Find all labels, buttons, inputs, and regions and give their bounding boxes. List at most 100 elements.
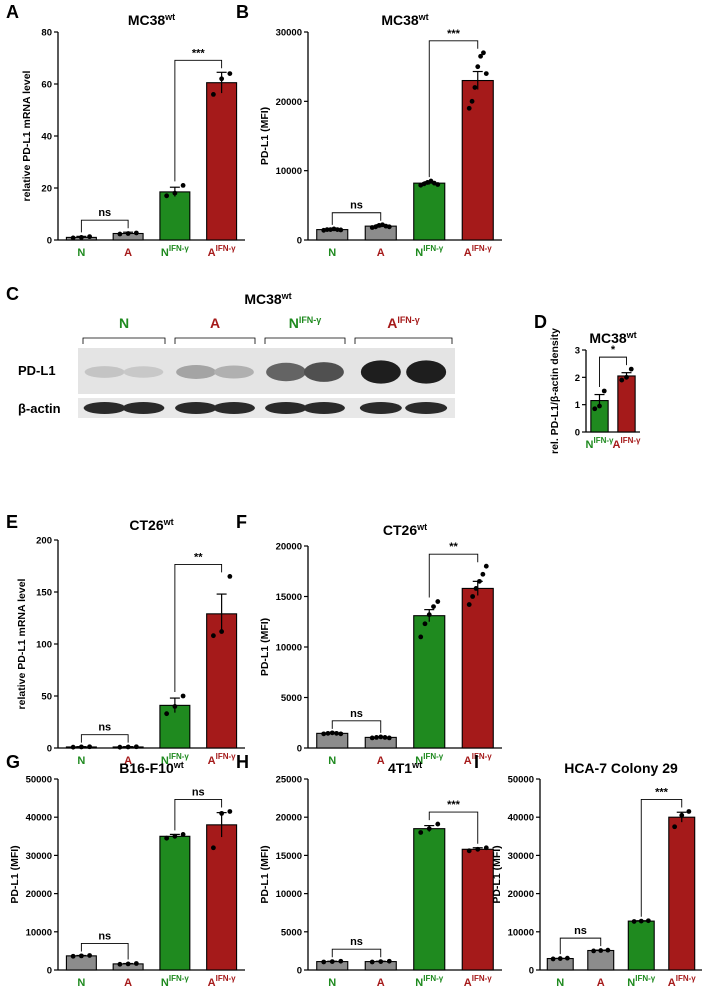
panel-letter: F: [236, 512, 247, 532]
chart-title: B16-F10wt: [119, 760, 183, 776]
y-tick-label: 50000: [26, 775, 52, 786]
significance-label: ***: [655, 786, 669, 798]
bar: [316, 732, 349, 749]
significance-label: *: [611, 344, 616, 356]
significance-label: ns: [574, 925, 587, 937]
y-axis-label: relative PD-L1 mRNA level: [16, 578, 28, 709]
data-point: [475, 846, 481, 852]
bar: [206, 824, 238, 971]
panel-letter: D: [534, 312, 547, 332]
y-axis-label: relative PD-L1 mRNA level: [21, 70, 33, 201]
pdl1-band: [123, 366, 164, 378]
data-point: [338, 731, 344, 737]
data-point: [125, 961, 131, 967]
data-point: [324, 227, 330, 233]
y-tick-label: 20000: [508, 889, 534, 900]
chart-panel-a: A MC38wt 0 20 40 60 80 relative PD-L1 mRNA leve…: [6, 2, 245, 259]
category-label: AIFN-γ: [464, 752, 493, 767]
data-point: [133, 961, 139, 966]
chart-panel-d: D MC38wt 0 1 2 3 rel. PD-L1/β-actin density NIF…: [534, 312, 641, 454]
data-point: [227, 809, 233, 814]
lane-group-bracket: [82, 337, 166, 344]
data-point: [386, 224, 392, 230]
actin-band: [405, 402, 448, 414]
category-label: A: [597, 977, 605, 989]
category-label: A: [124, 755, 132, 767]
significance-bracket: [640, 799, 683, 917]
significance-bracket: [174, 563, 223, 692]
data-point: [483, 845, 489, 851]
data-point: [325, 730, 331, 736]
data-point: [180, 183, 186, 188]
significance-label: ns: [98, 930, 111, 942]
data-point: [435, 599, 441, 604]
y-tick-label: 0: [529, 966, 534, 977]
category-label: AIFN-γ: [464, 244, 493, 259]
actin-band: [122, 402, 165, 414]
data-point: [466, 105, 472, 111]
category-label: NIFN-γ: [415, 974, 444, 989]
category-label: A: [124, 247, 132, 259]
data-point: [219, 810, 225, 816]
chart-panel-i: I HCA-7 Colony 29 0 10000 20000 30000 40000 500…: [474, 752, 702, 989]
significance-bracket: [599, 356, 627, 387]
data-point: [619, 377, 625, 383]
y-tick-label: 2: [575, 373, 580, 384]
pdl1-band: [213, 365, 254, 379]
data-point: [686, 809, 692, 814]
data-point: [227, 71, 233, 76]
data-point: [164, 193, 170, 199]
data-point: [172, 833, 178, 839]
y-tick-label: 10000: [508, 927, 534, 938]
category-label: A: [377, 755, 385, 767]
y-tick-label: 30000: [26, 851, 52, 862]
data-point: [172, 704, 178, 709]
data-point: [418, 634, 424, 640]
data-point: [210, 845, 216, 851]
chart-title: MC38wt: [589, 330, 636, 346]
bar: [413, 615, 446, 749]
y-tick-label: 0: [47, 966, 52, 977]
data-point: [550, 956, 556, 962]
bar: [206, 613, 238, 749]
y-tick-label: 40: [41, 132, 52, 143]
y-axis-label: PD-L1 (MFI): [9, 845, 21, 903]
significance-bracket: [559, 937, 602, 955]
data-point: [557, 956, 563, 961]
pdl1-band: [360, 360, 401, 384]
blot-condition-label: AIFN-γ: [387, 315, 420, 331]
significance-label: ***: [447, 28, 461, 40]
lane-group-bracket: [354, 337, 453, 344]
bar: [461, 587, 494, 749]
y-tick-label: 0: [575, 428, 580, 439]
data-point: [466, 602, 472, 607]
significance-bracket: [80, 734, 129, 743]
y-tick-label: 0: [297, 966, 302, 977]
data-point: [679, 812, 685, 818]
pdl1-band: [303, 362, 344, 382]
bar: [159, 191, 191, 241]
data-point: [470, 594, 476, 599]
chart-panel-b: B MC38wt 0 10000 20000 30000 PD-L1 (MFI) N A NIFN…: [236, 2, 502, 259]
significance-bracket: [331, 212, 382, 225]
data-point: [601, 388, 607, 394]
significance-label: ns: [98, 722, 111, 734]
data-point: [378, 959, 384, 964]
data-point: [473, 586, 479, 591]
data-point: [481, 50, 486, 56]
category-label: NIFN-γ: [415, 752, 444, 767]
category-label: NIFN-γ: [627, 974, 656, 989]
category-label: AIFN-γ: [208, 974, 237, 989]
y-tick-label: 10000: [276, 643, 302, 654]
data-point: [117, 744, 123, 750]
data-point: [78, 953, 84, 959]
data-point: [480, 571, 486, 577]
pdl1-band: [406, 360, 447, 384]
data-point: [631, 919, 637, 924]
category-label: N: [77, 247, 85, 259]
data-point: [564, 955, 570, 961]
bar: [617, 375, 636, 433]
category-label: N: [328, 977, 336, 989]
category-label: N: [328, 247, 336, 259]
data-point: [386, 958, 392, 964]
